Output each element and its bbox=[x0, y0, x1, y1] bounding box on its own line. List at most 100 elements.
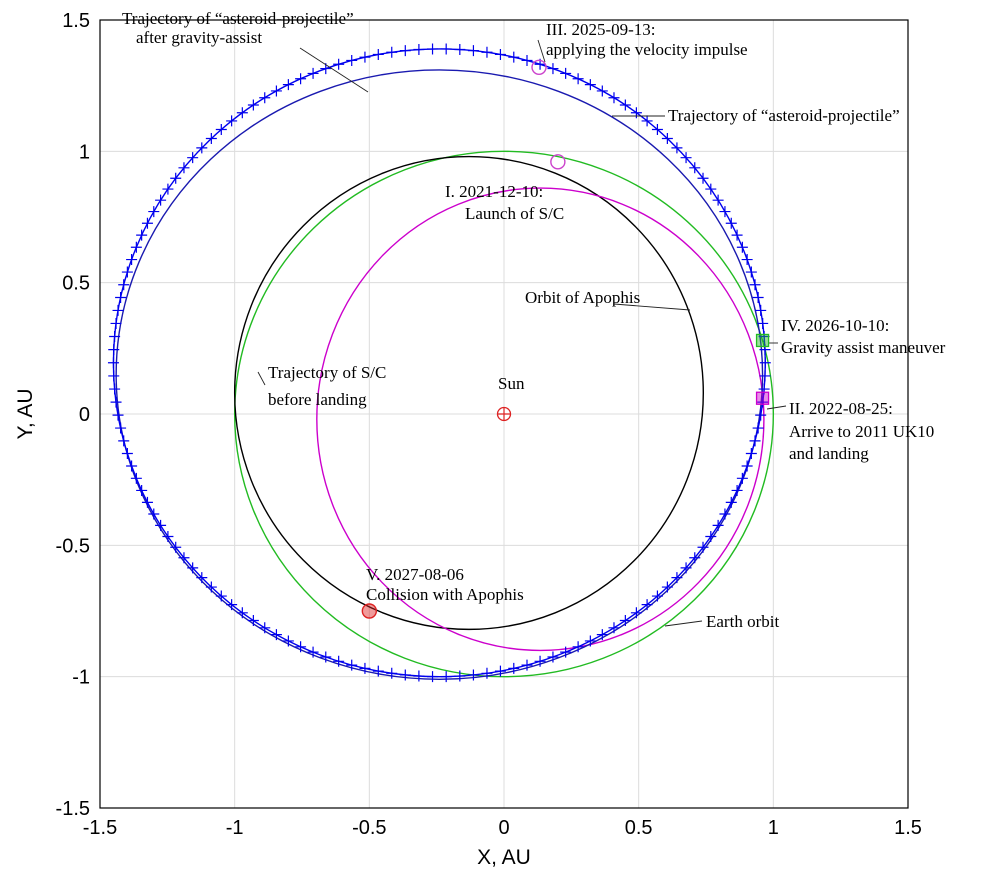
x-tick-label: 0 bbox=[498, 817, 509, 839]
series-marker-plus bbox=[755, 409, 767, 421]
series-marker-plus bbox=[671, 142, 683, 154]
marker-cross bbox=[497, 407, 511, 421]
series-marker-plus bbox=[346, 54, 358, 66]
series-marker-plus bbox=[534, 655, 546, 667]
series-marker-plus bbox=[689, 162, 701, 174]
series-marker-plus bbox=[236, 107, 248, 119]
series-marker-plus bbox=[170, 172, 182, 184]
series-marker-plus bbox=[178, 552, 190, 564]
series-marker-plus bbox=[758, 331, 770, 343]
label-arrive-line2: Arrive to 2011 UK10 bbox=[789, 422, 934, 441]
annotation-asteroid-projectile: Trajectory of “asteroid-projectile” bbox=[668, 106, 900, 125]
series-marker-plus bbox=[307, 67, 319, 79]
series-marker-plus bbox=[481, 46, 493, 58]
series-marker-plus bbox=[112, 409, 124, 421]
series-marker-plus bbox=[118, 279, 130, 291]
series-marker-plus bbox=[749, 279, 761, 291]
series-marker-plus bbox=[136, 229, 148, 241]
annotation-asteroid-after-ga-line2: after gravity-assist bbox=[136, 28, 262, 47]
annotations: Trajectory of “asteroid-projectile” afte… bbox=[122, 9, 946, 631]
series-marker-plus bbox=[454, 670, 466, 682]
series-marker-plus bbox=[697, 541, 709, 553]
series-marker-plus bbox=[467, 669, 479, 681]
series-marker-plus bbox=[712, 519, 724, 531]
series-marker-plus bbox=[386, 667, 398, 679]
series-marker-plus bbox=[440, 671, 452, 683]
series-marker-plus bbox=[697, 172, 709, 184]
y-axis-title: Y, AU bbox=[14, 389, 37, 440]
y-tick-label: 0.5 bbox=[62, 273, 90, 295]
series-marker-plus bbox=[112, 304, 124, 316]
series-marker-plus bbox=[584, 635, 596, 647]
series-marker-plus bbox=[115, 292, 127, 304]
x-axis-title: X, AU bbox=[477, 846, 531, 869]
series-marker-plus bbox=[282, 79, 294, 91]
series-marker-plus bbox=[508, 662, 520, 674]
series-marker-plus bbox=[372, 48, 384, 60]
series-marker-plus bbox=[170, 541, 182, 553]
series-4 bbox=[107, 43, 771, 683]
series-marker-plus bbox=[440, 43, 452, 55]
label-collision-line1: V. 2027-08-06 bbox=[366, 565, 464, 584]
series-marker-plus bbox=[741, 254, 753, 266]
series-marker-plus bbox=[661, 133, 673, 145]
label-launch-line2: Launch of S/C bbox=[465, 204, 564, 223]
y-tick-label: 1 bbox=[79, 141, 90, 163]
series-line bbox=[233, 150, 775, 678]
series-marker-plus bbox=[481, 667, 493, 679]
x-tick-label: 0.5 bbox=[625, 817, 653, 839]
y-tick-label: 0 bbox=[79, 404, 90, 426]
series-marker-plus bbox=[745, 266, 757, 278]
series-marker-plus bbox=[560, 67, 572, 79]
series-marker-plus bbox=[130, 472, 142, 484]
marker-gravity bbox=[755, 333, 770, 348]
series-marker-plus bbox=[148, 508, 160, 520]
series-marker-plus bbox=[399, 45, 411, 57]
series-marker-plus bbox=[187, 562, 199, 574]
series-marker-plus bbox=[247, 99, 259, 111]
series-marker-plus bbox=[155, 194, 167, 206]
series-marker-plus bbox=[651, 124, 663, 136]
series-marker-plus bbox=[736, 241, 748, 253]
series-marker-plus bbox=[619, 615, 631, 627]
series-marker-plus bbox=[641, 599, 653, 611]
series-line bbox=[316, 187, 765, 652]
series-marker-plus bbox=[630, 607, 642, 619]
series-marker-plus bbox=[372, 665, 384, 677]
point-markers bbox=[361, 59, 770, 619]
series-marker-plus bbox=[752, 422, 764, 434]
series-marker-plus bbox=[259, 622, 271, 634]
series-marker-plus bbox=[126, 460, 138, 472]
series-marker-plus bbox=[572, 641, 584, 653]
series-marker-plus bbox=[196, 572, 208, 584]
x-tick-label: 1 bbox=[768, 817, 779, 839]
series-marker-plus bbox=[270, 629, 282, 641]
series-marker-plus bbox=[467, 45, 479, 57]
series-marker-plus bbox=[752, 292, 764, 304]
series-marker-plus bbox=[121, 266, 133, 278]
x-tick-label: -1 bbox=[226, 817, 244, 839]
series-marker-plus bbox=[386, 46, 398, 58]
series-marker-plus bbox=[608, 622, 620, 634]
series-marker-plus bbox=[121, 448, 133, 460]
series-line bbox=[233, 155, 705, 631]
series-marker-plus bbox=[731, 229, 743, 241]
series-marker-plus bbox=[126, 254, 138, 266]
series-marker-plus bbox=[215, 124, 227, 136]
series-marker-plus bbox=[608, 92, 620, 104]
series-marker-plus bbox=[187, 152, 199, 164]
series-marker-plus bbox=[736, 472, 748, 484]
series-marker-plus bbox=[547, 651, 559, 663]
series-marker-plus bbox=[680, 152, 692, 164]
series-marker-plus bbox=[427, 43, 439, 55]
leader-line bbox=[613, 303, 691, 311]
series-marker-plus bbox=[196, 142, 208, 154]
label-arrive-line1: II. 2022-08-25: bbox=[789, 399, 893, 418]
series-marker-plus bbox=[494, 48, 506, 60]
series-marker-plus bbox=[226, 599, 238, 611]
label-impulse-line1: III. 2025-09-13: bbox=[546, 20, 656, 39]
series-marker-plus bbox=[247, 615, 259, 627]
series-marker-plus bbox=[521, 659, 533, 671]
label-impulse-line2: applying the velocity impulse bbox=[546, 40, 748, 59]
series-marker-plus bbox=[572, 73, 584, 85]
